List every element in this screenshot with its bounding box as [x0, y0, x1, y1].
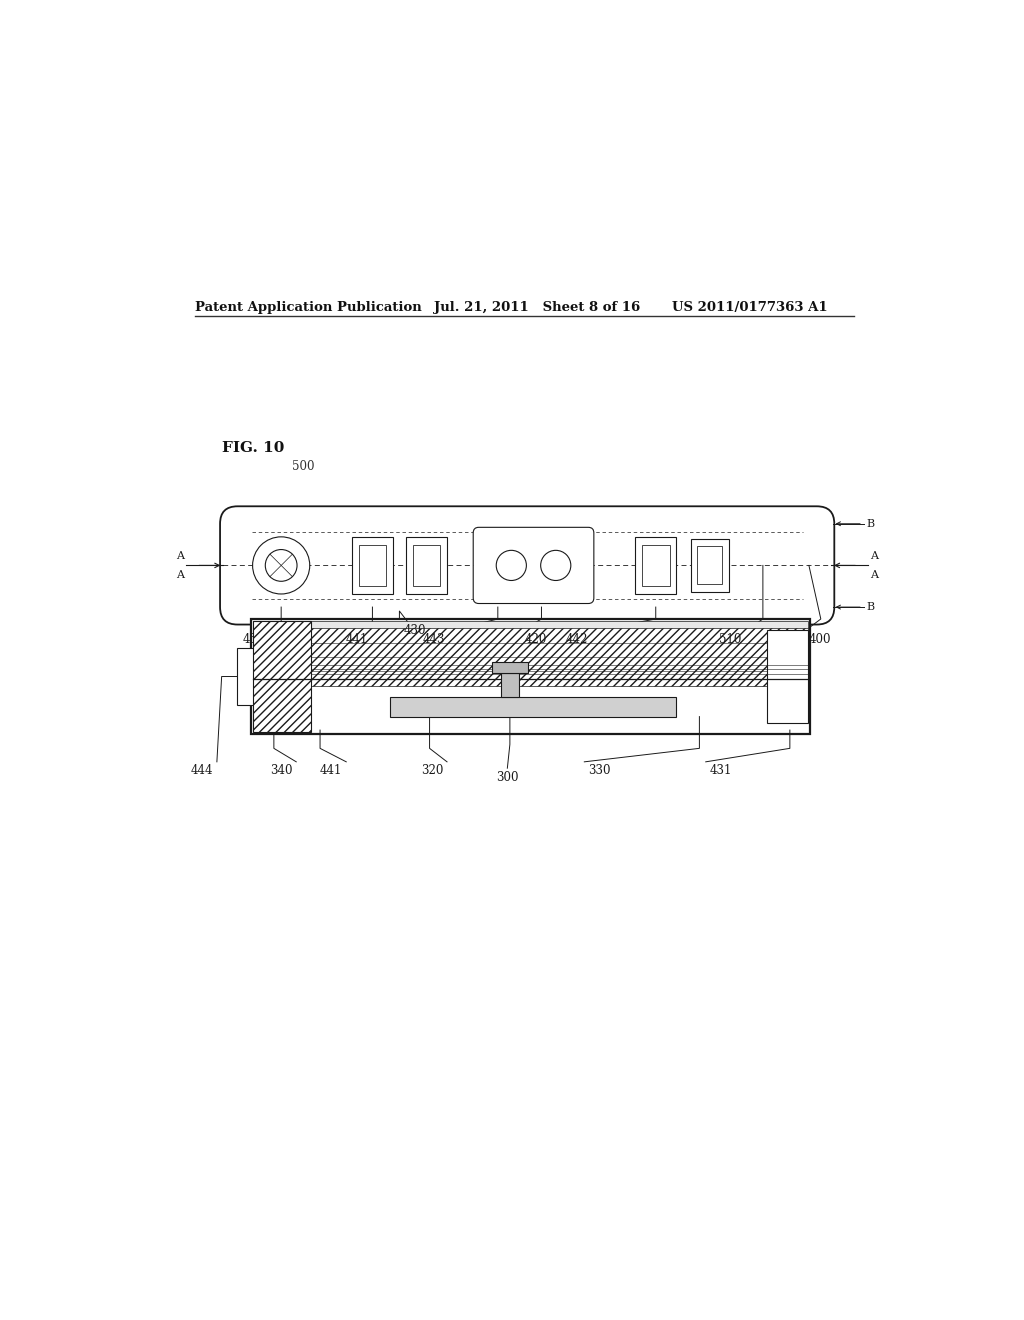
- Text: A: A: [176, 570, 184, 581]
- Text: 320: 320: [421, 764, 443, 777]
- Text: 430: 430: [403, 624, 426, 636]
- Bar: [251, 619, 810, 734]
- Text: A: A: [870, 570, 878, 581]
- Text: 444: 444: [190, 764, 213, 777]
- Bar: [767, 630, 808, 723]
- Bar: [352, 537, 393, 594]
- Circle shape: [541, 550, 570, 581]
- Bar: [358, 545, 386, 586]
- Text: A: A: [176, 550, 184, 561]
- Text: B: B: [866, 519, 874, 529]
- Text: Jul. 21, 2011   Sheet 8 of 16: Jul. 21, 2011 Sheet 8 of 16: [433, 301, 640, 314]
- Text: 400: 400: [809, 634, 831, 647]
- Bar: [642, 545, 670, 586]
- Text: 443: 443: [423, 634, 445, 647]
- Bar: [413, 545, 440, 586]
- Text: 330: 330: [588, 764, 610, 777]
- Circle shape: [265, 549, 297, 581]
- Text: A: A: [870, 550, 878, 561]
- Text: 300: 300: [496, 771, 518, 784]
- Text: 431: 431: [710, 764, 732, 777]
- FancyBboxPatch shape: [220, 507, 835, 624]
- Text: B: B: [866, 602, 874, 612]
- Bar: [690, 539, 729, 591]
- Text: 340: 340: [269, 764, 292, 777]
- Text: 510: 510: [719, 634, 741, 647]
- Bar: [697, 546, 722, 585]
- Bar: [237, 648, 254, 705]
- FancyBboxPatch shape: [473, 527, 594, 603]
- Bar: [492, 661, 527, 673]
- Circle shape: [497, 550, 526, 581]
- Text: Patent Application Publication: Patent Application Publication: [196, 301, 422, 314]
- Bar: [253, 622, 808, 632]
- Bar: [406, 537, 447, 594]
- Circle shape: [253, 537, 309, 594]
- Text: 500: 500: [292, 459, 314, 473]
- Bar: [253, 622, 310, 731]
- Bar: [501, 673, 518, 697]
- Text: 442: 442: [566, 634, 588, 647]
- Text: FIG. 10: FIG. 10: [221, 441, 284, 455]
- Text: US 2011/0177363 A1: US 2011/0177363 A1: [672, 301, 827, 314]
- Bar: [390, 697, 676, 717]
- Text: 450: 450: [243, 634, 265, 647]
- Bar: [635, 537, 677, 594]
- Text: 420: 420: [524, 634, 547, 647]
- Text: 441: 441: [319, 764, 342, 777]
- Text: 441: 441: [345, 634, 368, 647]
- Bar: [253, 628, 808, 685]
